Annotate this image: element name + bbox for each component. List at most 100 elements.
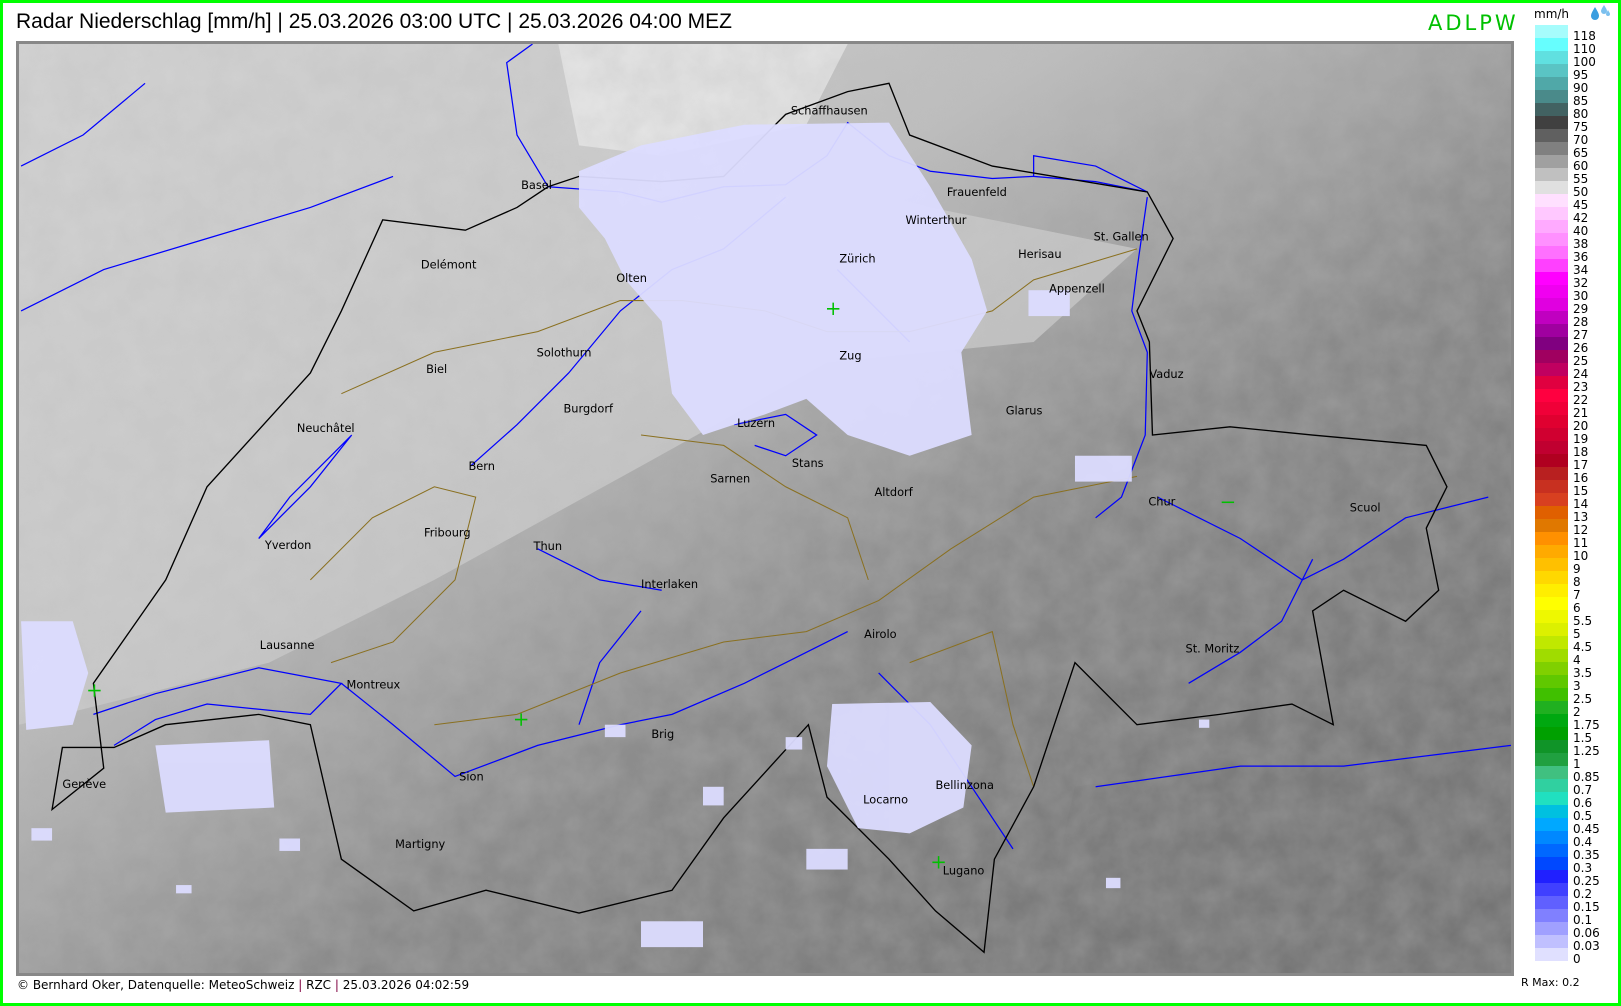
legend-swatch bbox=[1535, 298, 1568, 311]
legend-label: 13 bbox=[1573, 510, 1589, 524]
legend-swatch bbox=[1535, 259, 1568, 272]
legend-label: 38 bbox=[1573, 237, 1589, 251]
legend-label: 75 bbox=[1573, 120, 1589, 134]
legend-swatch bbox=[1535, 649, 1568, 662]
city-label: Zürich bbox=[839, 251, 875, 265]
legend-swatch bbox=[1535, 38, 1568, 51]
legend-swatch bbox=[1535, 64, 1568, 77]
legend-label: 20 bbox=[1573, 419, 1589, 433]
city-label: Winterthur bbox=[906, 213, 967, 227]
city-label: Montreux bbox=[347, 677, 401, 691]
footer-separator: | bbox=[334, 978, 339, 992]
legend-label: 17 bbox=[1573, 458, 1589, 472]
legend-label: 0.3 bbox=[1573, 861, 1593, 875]
legend-swatch bbox=[1535, 805, 1568, 818]
legend-swatch bbox=[1535, 493, 1568, 506]
legend-label: 45 bbox=[1573, 198, 1589, 212]
legend-swatch bbox=[1535, 207, 1568, 220]
legend-label: 25 bbox=[1573, 354, 1589, 368]
legend-swatch bbox=[1535, 662, 1568, 675]
legend-label: 36 bbox=[1573, 250, 1589, 264]
legend-swatch bbox=[1535, 25, 1568, 38]
legend-label: 70 bbox=[1573, 133, 1589, 147]
city-label: Basel bbox=[521, 178, 552, 192]
city-markers: Basel Frauenfeld Winterthur St. Gallen D… bbox=[62, 103, 1380, 877]
legend-label: 16 bbox=[1573, 471, 1589, 485]
city-label: Luzern bbox=[737, 416, 775, 430]
footer-product: RZC bbox=[306, 978, 332, 992]
legend-label: 85 bbox=[1573, 94, 1589, 108]
city-label: Bern bbox=[468, 459, 494, 473]
legend-label: 10 bbox=[1573, 549, 1589, 563]
radar-map[interactable]: Basel Frauenfeld Winterthur St. Gallen D… bbox=[16, 41, 1514, 976]
footer: © Bernhard Oker, Datenquelle: MeteoSchwe… bbox=[17, 978, 469, 992]
legend-swatch bbox=[1535, 870, 1568, 883]
r-max-label: R Max: 0.2 bbox=[1521, 976, 1580, 989]
legend-label: 14 bbox=[1573, 497, 1589, 511]
legend-swatch bbox=[1535, 688, 1568, 701]
legend-swatch bbox=[1535, 844, 1568, 857]
legend-swatch bbox=[1535, 90, 1568, 103]
legend-swatch bbox=[1535, 441, 1568, 454]
city-label: Fribourg bbox=[424, 525, 471, 539]
legend-swatch bbox=[1535, 792, 1568, 805]
legend-label: 24 bbox=[1573, 367, 1589, 381]
legend-label: 22 bbox=[1573, 393, 1589, 407]
legend-label: 42 bbox=[1573, 211, 1589, 225]
city-label: Frauenfeld bbox=[947, 185, 1007, 199]
legend-swatch bbox=[1535, 415, 1568, 428]
legend-swatch bbox=[1535, 285, 1568, 298]
city-label: Locarno bbox=[863, 792, 908, 806]
legend-label: 11 bbox=[1573, 536, 1589, 550]
legend-label: 30 bbox=[1573, 289, 1589, 303]
legend-swatch bbox=[1535, 194, 1568, 207]
legend-label: 2 bbox=[1573, 705, 1581, 719]
legend-swatch bbox=[1535, 831, 1568, 844]
city-label: Genève bbox=[62, 777, 106, 791]
legend-swatch bbox=[1535, 922, 1568, 935]
radar-map-svg: Basel Frauenfeld Winterthur St. Gallen D… bbox=[19, 44, 1511, 973]
legend-label: 80 bbox=[1573, 107, 1589, 121]
legend-swatch bbox=[1535, 467, 1568, 480]
legend-label: 90 bbox=[1573, 81, 1589, 95]
legend-label: 0 bbox=[1573, 952, 1581, 966]
legend-swatch bbox=[1535, 584, 1568, 597]
city-label: Solothurn bbox=[537, 345, 592, 359]
legend-label: 15 bbox=[1573, 484, 1589, 498]
legend-label: 0.06 bbox=[1573, 926, 1600, 940]
legend-label: 40 bbox=[1573, 224, 1589, 238]
legend-swatch bbox=[1535, 233, 1568, 246]
city-label: Chur bbox=[1148, 494, 1175, 508]
legend-label: 0.4 bbox=[1573, 835, 1593, 849]
city-label: Lausanne bbox=[260, 638, 315, 652]
legend-label: 2.5 bbox=[1573, 692, 1593, 706]
city-label: Schaffhausen bbox=[791, 103, 868, 117]
legend-swatch bbox=[1535, 168, 1568, 181]
legend-label: 55 bbox=[1573, 172, 1589, 186]
legend-label: 28 bbox=[1573, 315, 1589, 329]
legend-swatch bbox=[1535, 363, 1568, 376]
legend-swatch bbox=[1535, 545, 1568, 558]
legend-swatch bbox=[1535, 610, 1568, 623]
legend-label: 12 bbox=[1573, 523, 1589, 537]
city-label: Glarus bbox=[1006, 403, 1043, 417]
legend-swatch bbox=[1535, 220, 1568, 233]
legend-swatch bbox=[1535, 714, 1568, 727]
city-label: Appenzell bbox=[1049, 281, 1105, 295]
city-label: Sion bbox=[459, 770, 484, 784]
city-label: Herisau bbox=[1018, 247, 1061, 261]
city-label: Delémont bbox=[421, 257, 477, 271]
legend-swatch bbox=[1535, 948, 1568, 961]
legend-label: 0.1 bbox=[1573, 913, 1593, 927]
legend-swatch bbox=[1535, 753, 1568, 766]
legend-swatch bbox=[1535, 519, 1568, 532]
radar-station-icon bbox=[88, 684, 101, 697]
city-label: Yverdon bbox=[264, 538, 311, 552]
legend-swatch bbox=[1535, 935, 1568, 948]
legend-swatch bbox=[1535, 454, 1568, 467]
legend-label: 7 bbox=[1573, 588, 1581, 602]
legend-label: 60 bbox=[1573, 159, 1589, 173]
legend-swatch bbox=[1535, 428, 1568, 441]
city-label: Airolo bbox=[864, 627, 896, 641]
city-label: Thun bbox=[533, 539, 563, 553]
